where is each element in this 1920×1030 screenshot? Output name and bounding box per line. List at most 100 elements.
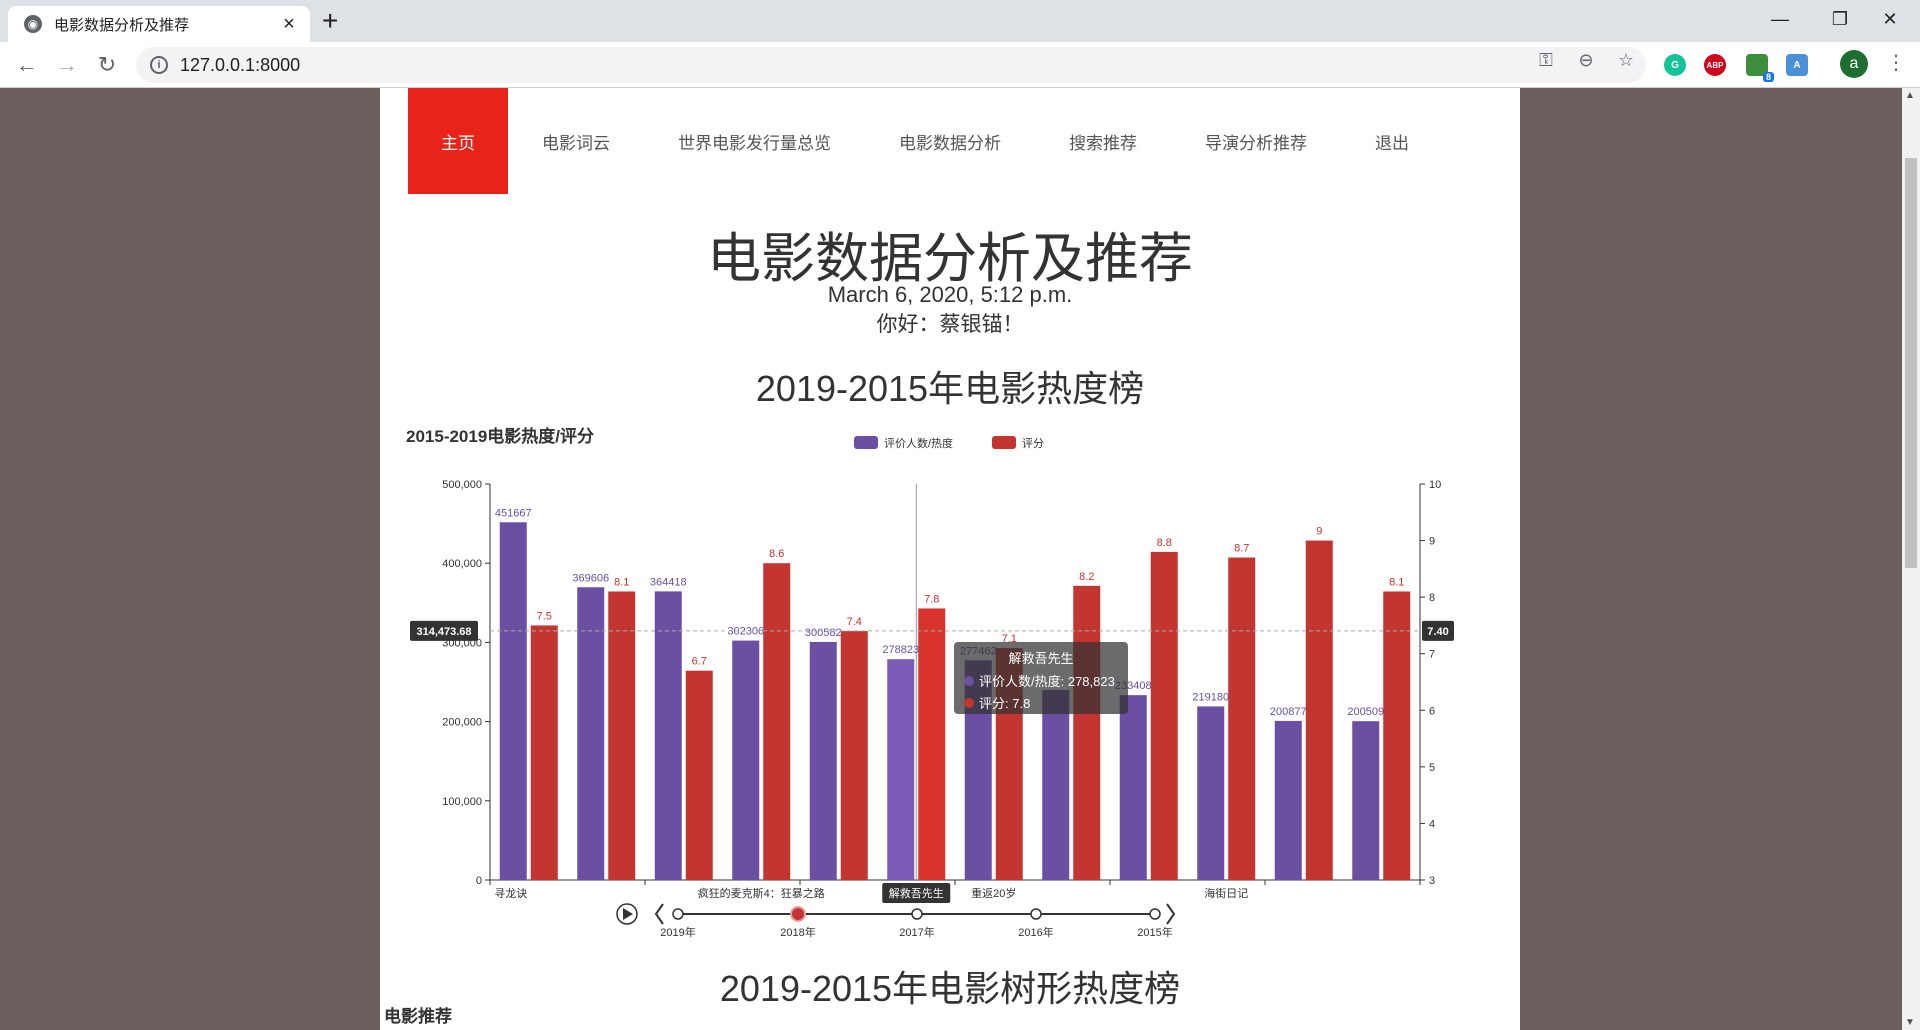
info-icon[interactable]: i bbox=[150, 56, 168, 74]
y-tick-label-left: 400,000 bbox=[442, 558, 482, 570]
score-bar bbox=[1228, 557, 1256, 880]
address-bar[interactable]: i 127.0.0.1:8000 bbox=[136, 47, 1646, 83]
y-tick-label-right: 6 bbox=[1429, 705, 1435, 717]
heat-value-label: 200877 bbox=[1270, 706, 1307, 718]
score-value-label: 6.7 bbox=[692, 656, 707, 668]
nav-home[interactable]: 主页 bbox=[408, 88, 508, 194]
bookmark-star-icon[interactable]: ☆ bbox=[1617, 50, 1635, 70]
y-tick-label-right: 10 bbox=[1429, 479, 1441, 491]
timeline-year-label: 2018年 bbox=[780, 925, 815, 939]
crosshair-left-box bbox=[410, 620, 478, 641]
timeline-dot bbox=[911, 908, 923, 920]
chart-title: 2015-2019电影热度/评分 bbox=[406, 427, 595, 446]
score-value-label: 8.1 bbox=[1389, 576, 1404, 588]
score-bar bbox=[685, 670, 713, 880]
close-tab-icon[interactable]: × bbox=[283, 12, 295, 35]
page-scrollbar[interactable]: ▲ ▼ bbox=[1902, 88, 1920, 1030]
heat-dot-icon bbox=[964, 675, 974, 686]
heat-bar bbox=[1197, 706, 1225, 880]
heat-value-label: 200509 bbox=[1347, 706, 1384, 718]
timeline-year-label: 2017年 bbox=[899, 925, 934, 939]
timeline-dot bbox=[1030, 908, 1042, 920]
score-bar bbox=[1150, 551, 1178, 880]
heat-bar bbox=[1274, 720, 1302, 880]
y-tick-label-right: 3 bbox=[1429, 875, 1435, 887]
timeline-year-label: 2016年 bbox=[1018, 925, 1053, 939]
score-value-label: 7.5 bbox=[537, 610, 552, 622]
extension-icon[interactable]: 8 bbox=[1746, 54, 1774, 82]
browser-toolbar: ← → ↻ i 127.0.0.1:8000 ⚿ ⊖ ☆ G ABP 8 A bbox=[0, 42, 1920, 88]
heat-bar bbox=[1119, 695, 1147, 880]
score-value-label: 8.6 bbox=[769, 548, 784, 560]
reload-button[interactable]: ↻ bbox=[97, 52, 117, 77]
nav-search-recommend[interactable]: 搜索推荐 bbox=[1069, 133, 1137, 154]
main-nav: 主页 电影词云 世界电影发行量总览 电影数据分析 搜索推荐 导演分析推荐 退出 bbox=[408, 88, 1443, 194]
score-bar bbox=[1383, 591, 1411, 880]
nav-world-release[interactable]: 世界电影发行量总览 bbox=[678, 133, 831, 154]
new-tab-button[interactable]: + bbox=[322, 5, 339, 36]
heat-bar bbox=[499, 522, 527, 880]
timeline-dot bbox=[672, 908, 684, 920]
scroll-down-icon[interactable]: ▼ bbox=[1905, 1017, 1915, 1028]
page-content: 主页 电影词云 世界电影发行量总览 电影数据分析 搜索推荐 导演分析推荐 退出 … bbox=[380, 88, 1520, 1030]
nav-data-analysis[interactable]: 电影数据分析 bbox=[899, 133, 1001, 154]
key-icon[interactable]: ⚿ bbox=[1539, 50, 1553, 70]
timeline-prev-icon bbox=[654, 903, 664, 925]
heat-bar bbox=[654, 591, 682, 880]
tree-rank-heading: 2019-2015年电影树形热度榜 bbox=[719, 968, 1181, 1009]
browser-tab[interactable]: ◉ 电影数据分析及推荐 × bbox=[8, 6, 310, 42]
menu-icon[interactable]: ⋮ bbox=[1886, 52, 1906, 74]
y-tick-label-left: 0 bbox=[476, 875, 482, 887]
score-value-label: 7.8 bbox=[924, 593, 939, 605]
close-window-button[interactable]: ✕ bbox=[1882, 8, 1898, 29]
tooltip-score-row: 评分: 7.8 bbox=[964, 693, 1118, 712]
timeline-year-label: 2015年 bbox=[1137, 925, 1172, 939]
legend-label: 评分 bbox=[1022, 437, 1044, 450]
y-tick-label-right: 8 bbox=[1429, 592, 1435, 604]
back-button[interactable]: ← bbox=[16, 52, 38, 77]
nav-director-analysis[interactable]: 导演分析推荐 bbox=[1205, 133, 1307, 154]
timeline-dot bbox=[1149, 908, 1161, 920]
page-title: 电影数据分析及推荐 bbox=[707, 227, 1193, 290]
crosshair-right-value: 7.40 bbox=[1427, 626, 1448, 638]
scroll-up-icon[interactable]: ▲ bbox=[1905, 90, 1915, 101]
grammarly-icon[interactable]: G bbox=[1664, 54, 1686, 76]
tooltip-heat-row: 评价人数/热度: 278,823 bbox=[964, 671, 1118, 690]
avatar[interactable]: a bbox=[1840, 50, 1868, 78]
scroll-thumb[interactable] bbox=[1905, 158, 1917, 568]
timeline-play-button bbox=[616, 903, 638, 925]
tooltip-heat: 评价人数/热度: 278,823 bbox=[979, 674, 1115, 689]
adblock-icon[interactable]: ABP bbox=[1704, 54, 1726, 76]
nav-wordcloud[interactable]: 电影词云 bbox=[542, 133, 610, 154]
zoom-icon[interactable]: ⊖ bbox=[1578, 50, 1594, 70]
tab-bar: ◉ 电影数据分析及推荐 × + — ❐ ✕ bbox=[0, 0, 1920, 42]
x-category-label: 海街日记 bbox=[1204, 886, 1248, 900]
globe-icon: ◉ bbox=[24, 15, 42, 33]
x-category-label: 解救吾先生 bbox=[889, 886, 944, 900]
score-dot-icon bbox=[964, 697, 974, 708]
restore-button[interactable]: ❐ bbox=[1831, 8, 1849, 29]
tooltip-score: 评分: 7.8 bbox=[979, 696, 1031, 711]
x-category-label: 重返20岁 bbox=[971, 886, 1016, 900]
heat-value-label: 278823 bbox=[882, 644, 919, 656]
recommend-heading: 电影推荐 bbox=[384, 1007, 452, 1026]
minimize-button[interactable]: — bbox=[1771, 8, 1789, 29]
forward-button[interactable]: → bbox=[56, 52, 78, 77]
heat-bar bbox=[809, 641, 837, 880]
heat-bar bbox=[732, 640, 760, 880]
crosshair-right-box bbox=[1422, 620, 1454, 641]
heat-value-label: 300582 bbox=[805, 627, 842, 639]
bar-chart: 评价人数/热度 评分0100,000200,000300,000400,00050… bbox=[410, 436, 1454, 939]
y-tick-label-right: 7 bbox=[1429, 649, 1435, 661]
greeting: 你好：蔡银锚！ bbox=[876, 312, 1024, 336]
tab-title: 电影数据分析及推荐 bbox=[54, 16, 190, 34]
legend-swatch bbox=[854, 436, 878, 449]
score-bar bbox=[608, 591, 636, 880]
y-tick-label-right: 4 bbox=[1429, 818, 1435, 830]
x-category-label: 寻龙诀 bbox=[494, 887, 527, 900]
y-tick-label-left: 100,000 bbox=[442, 796, 482, 808]
score-bar bbox=[918, 608, 946, 880]
translate-icon[interactable]: A bbox=[1786, 54, 1808, 76]
nav-logout[interactable]: 退出 bbox=[1375, 133, 1409, 154]
heat-value-label: 451667 bbox=[495, 507, 532, 519]
